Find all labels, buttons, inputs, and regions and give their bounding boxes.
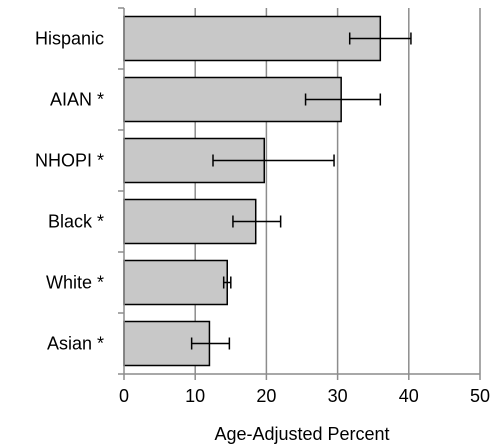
x-tick-label-50: 50 (470, 386, 490, 406)
category-label-4: White * (46, 273, 104, 293)
category-label-2: NHOPI * (35, 151, 104, 171)
tick-labels: 0 10 20 30 40 50 (119, 386, 490, 406)
axes (118, 7, 481, 380)
x-tick-label-30: 30 (328, 386, 348, 406)
x-axis-title: Age-Adjusted Percent (214, 424, 389, 444)
x-tick-label-10: 10 (185, 386, 205, 406)
x-tick-label-40: 40 (399, 386, 419, 406)
x-tick-label-0: 0 (119, 386, 129, 406)
category-label-5: Asian * (47, 334, 104, 354)
category-label-1: AIAN * (50, 90, 104, 110)
category-labels: Hispanic AIAN * NHOPI * Black * White * Asian… (35, 29, 104, 354)
grid-lines (194, 8, 481, 374)
error-bars (190, 32, 412, 350)
category-label-0: Hispanic (35, 29, 104, 49)
bar-0 (123, 15, 382, 62)
bar-4 (123, 259, 228, 306)
x-tick-label-20: 20 (256, 386, 276, 406)
category-label-3: Black * (48, 212, 104, 232)
bars (123, 15, 382, 367)
